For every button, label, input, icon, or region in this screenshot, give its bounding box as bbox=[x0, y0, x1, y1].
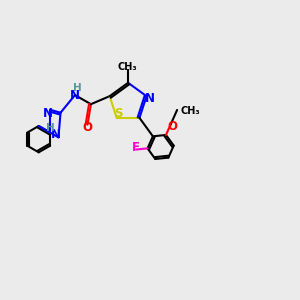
Text: N: N bbox=[51, 128, 61, 141]
Text: H: H bbox=[46, 123, 55, 133]
Text: N: N bbox=[70, 88, 80, 101]
Text: F: F bbox=[132, 141, 140, 154]
Text: N: N bbox=[43, 106, 53, 119]
Text: O: O bbox=[168, 120, 178, 133]
Text: S: S bbox=[114, 107, 123, 120]
Text: N: N bbox=[145, 92, 155, 105]
Text: H: H bbox=[73, 83, 82, 93]
Text: CH₃: CH₃ bbox=[117, 61, 137, 72]
Text: O: O bbox=[82, 121, 92, 134]
Text: CH₃: CH₃ bbox=[180, 106, 200, 116]
